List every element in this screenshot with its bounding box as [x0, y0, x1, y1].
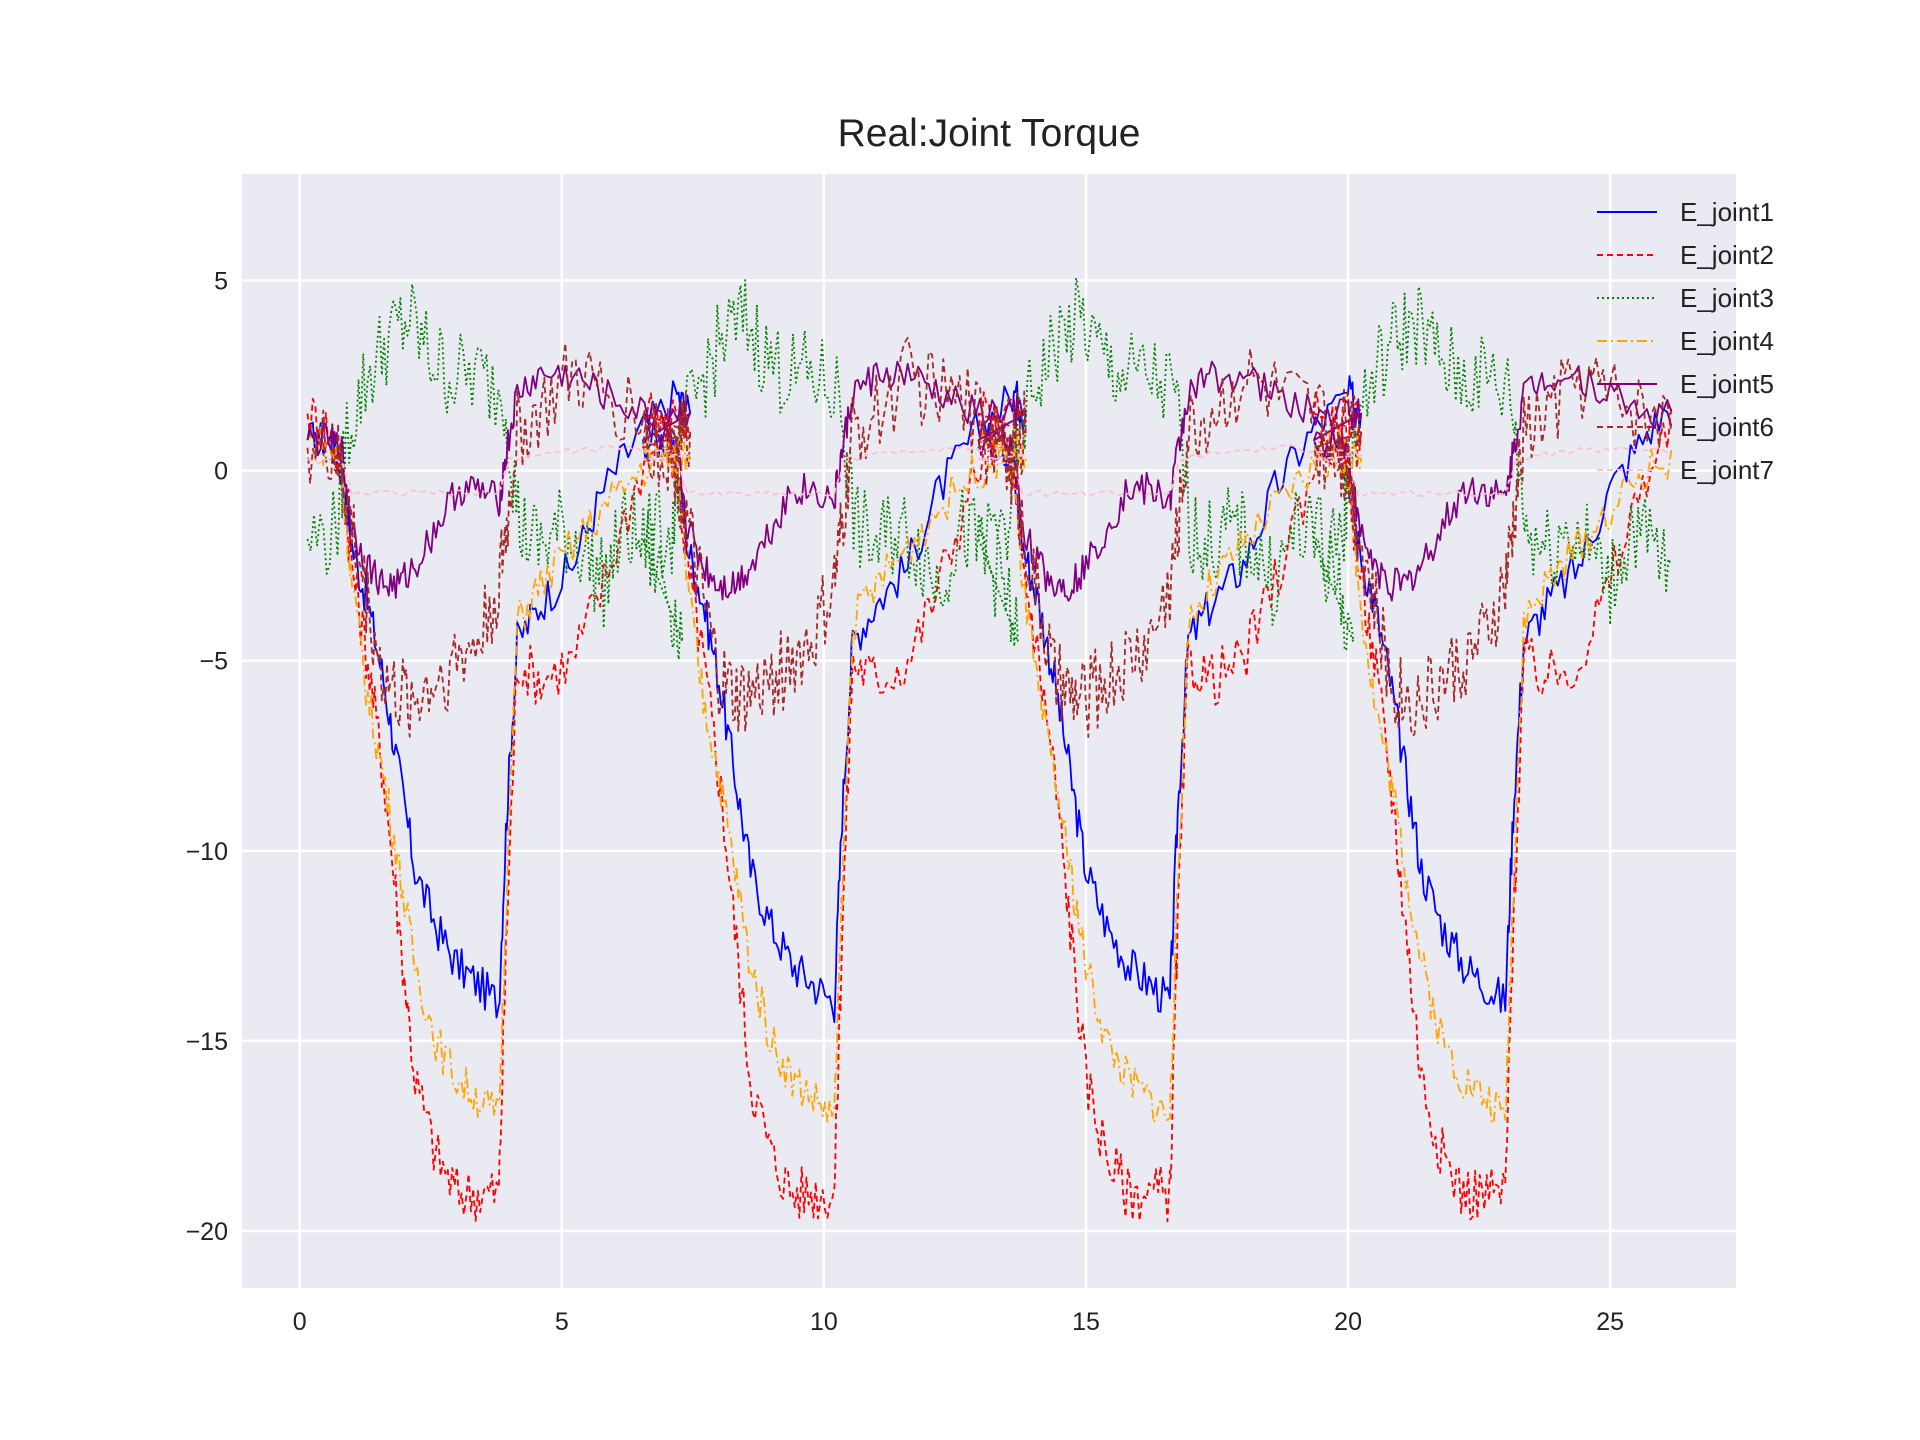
series-line-E_joint7: [307, 444, 1668, 498]
y-tick-label: −20: [186, 1218, 228, 1246]
y-tick-label: −5: [199, 648, 228, 676]
y-tick-label: −10: [186, 838, 228, 866]
legend: E_joint1 E_joint2 E_joint3 E_joint4 E_joint5…: [1597, 197, 1774, 485]
legend-label: E_joint7: [1680, 455, 1774, 485]
plot-area: [242, 174, 1736, 1288]
y-tick-label: 5: [214, 267, 228, 295]
series-line-E_joint6: [306, 336, 1673, 738]
chart-title: Real:Joint Torque: [838, 112, 1141, 155]
series-lines: [306, 277, 1673, 1223]
x-tick-label: 20: [1334, 1308, 1362, 1336]
legend-label: E_joint6: [1680, 412, 1774, 442]
series-line-E_joint5: [306, 360, 1673, 602]
legend-label: E_joint1: [1680, 197, 1774, 227]
x-tick-label: 10: [810, 1308, 838, 1336]
legend-label: E_joint3: [1680, 283, 1774, 313]
series-line-E_joint4: [306, 424, 1673, 1125]
y-tick-label: −15: [186, 1028, 228, 1056]
legend-label: E_joint2: [1680, 240, 1774, 270]
y-tick-label: 0: [214, 458, 228, 486]
tick-labels: 0 5 10 15 20 25 5 0 −5 −10 −15 −20: [186, 267, 1625, 1336]
x-tick-label: 25: [1596, 1308, 1624, 1336]
legend-label: E_joint5: [1680, 369, 1774, 399]
x-tick-label: 5: [555, 1308, 569, 1336]
x-tick-label: 15: [1072, 1308, 1100, 1336]
legend-label: E_joint4: [1680, 326, 1774, 356]
series-line-E_joint2: [306, 391, 1673, 1223]
x-tick-label: 0: [293, 1308, 307, 1336]
